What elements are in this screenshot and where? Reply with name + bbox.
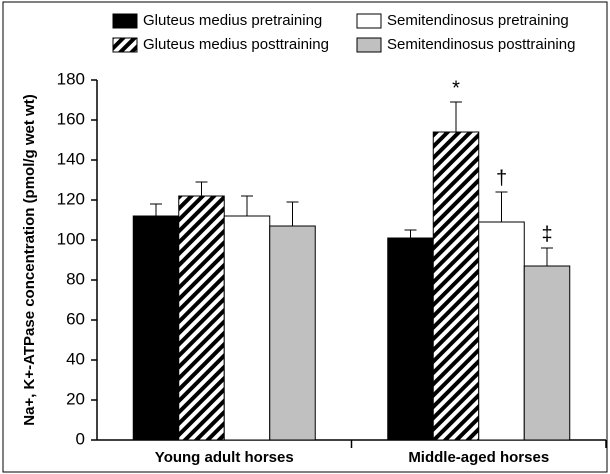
error-bar [541,247,553,266]
x-tick-label: Young adult horses [155,449,294,466]
bar [223,215,271,441]
bar [523,265,571,441]
legend-label: Gluteus medius posttraining [143,36,329,53]
bar [432,131,480,441]
error-bar [286,201,299,226]
error-bar [404,229,417,238]
legend-label: Gluteus medius pretraining [143,12,322,29]
bar [132,215,180,441]
y-tick-label: 60 [66,309,85,328]
annotation: ‡ [541,223,552,245]
y-tick-label: 140 [57,149,85,168]
legend-swatch [112,13,138,29]
x-tick-label: Middle-aged horses [408,449,549,466]
legend-swatch [356,13,382,29]
bar [387,237,434,441]
y-tick-label: 180 [57,69,85,88]
y-axis-label: Na+, K+-ATPase concentration (pmol/g wet… [21,94,38,425]
y-tick-label: 20 [66,389,85,408]
bar [178,195,225,441]
legend-swatch [112,37,138,53]
error-bar [241,195,253,216]
bar [269,225,316,441]
annotation: * [452,77,460,99]
error-bar [495,191,508,222]
annotation: † [496,167,507,189]
y-tick-label: 160 [57,109,85,128]
legend-label: Semitendinosus posttraining [387,36,575,53]
y-tick-label: 80 [66,269,85,288]
legend-label: Semitendinosus pretraining [387,12,569,29]
y-tick-label: 0 [76,429,85,448]
legend-swatch [356,37,382,53]
y-tick-label: 100 [57,229,85,248]
y-tick-label: 120 [57,189,85,208]
error-bar [150,203,162,216]
error-bar [195,181,208,196]
error-bar [450,101,462,132]
bar [478,221,525,441]
y-tick-label: 40 [66,349,85,368]
